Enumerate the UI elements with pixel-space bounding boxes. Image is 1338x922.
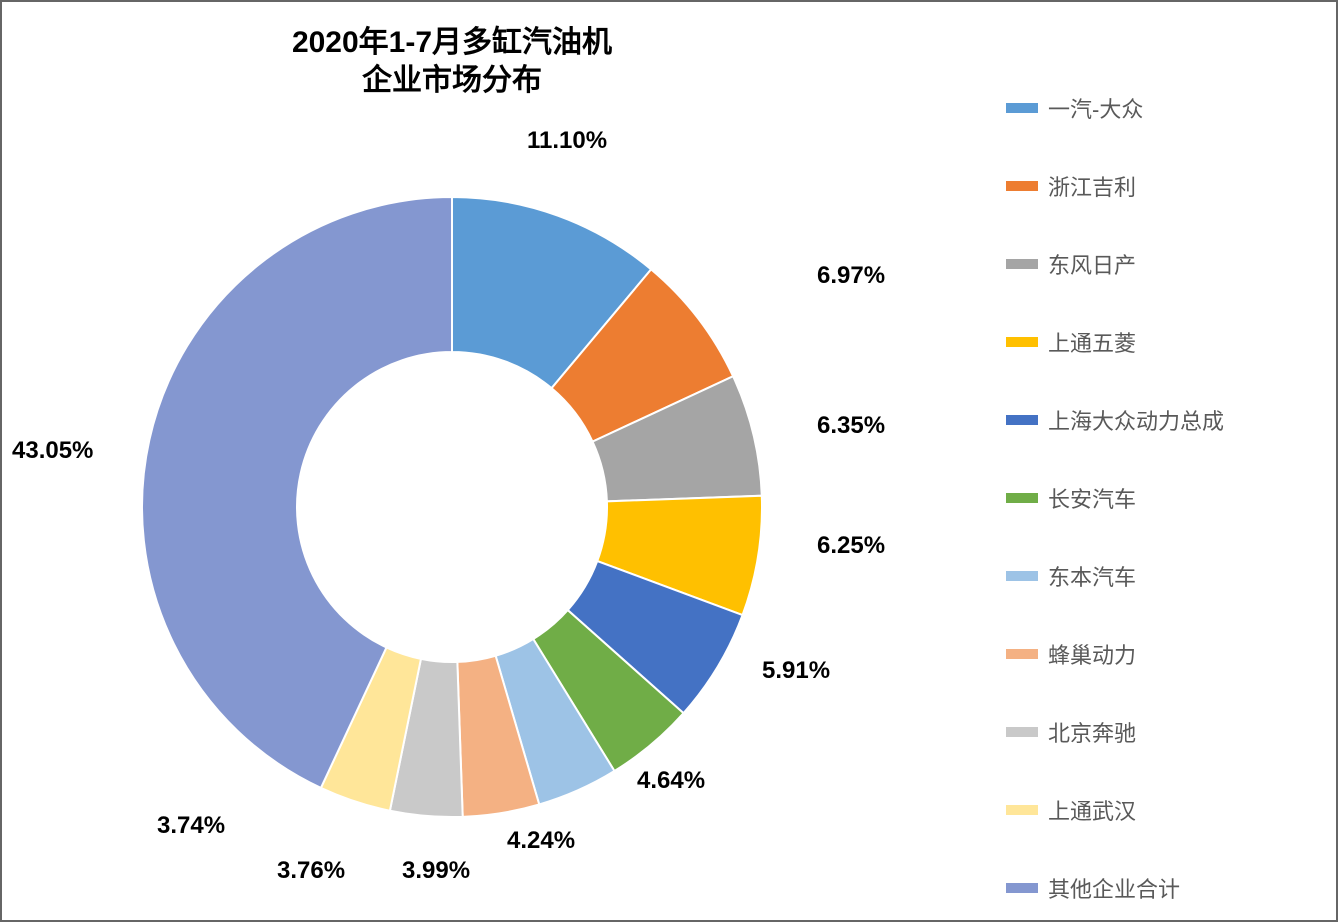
legend-item-10: 其他企业合计 [1006, 872, 1306, 904]
legend-swatch-7 [1006, 649, 1038, 659]
chart-title-line2: 企业市场分布 [362, 64, 542, 97]
data-label-5: 4.64% [637, 767, 705, 795]
legend-label-0: 一汽-大众 [1048, 92, 1143, 124]
data-label-0: 11.10% [527, 127, 607, 155]
legend-item-9: 上通武汉 [1006, 794, 1306, 826]
legend-swatch-8 [1006, 727, 1038, 737]
legend-label-4: 上海大众动力总成 [1048, 404, 1224, 436]
legend-swatch-0 [1006, 103, 1038, 113]
legend-swatch-10 [1006, 883, 1038, 893]
legend-item-1: 浙江吉利 [1006, 170, 1306, 202]
legend-item-3: 上通五菱 [1006, 326, 1306, 358]
legend-swatch-1 [1006, 181, 1038, 191]
legend-item-5: 长安汽车 [1006, 482, 1306, 514]
legend-item-4: 上海大众动力总成 [1006, 404, 1306, 436]
chart-title-line1: 2020年1-7月多缸汽油机 [292, 26, 612, 59]
legend-label-6: 东本汽车 [1048, 560, 1136, 592]
donut-chart: 11.10%6.97%6.35%6.25%5.91%4.64%4.24%3.99… [62, 157, 842, 877]
legend-label-1: 浙江吉利 [1048, 170, 1136, 202]
legend-swatch-5 [1006, 493, 1038, 503]
data-label-7: 3.99% [402, 857, 470, 885]
legend-label-10: 其他企业合计 [1048, 872, 1180, 904]
legend-label-7: 蜂巢动力 [1048, 638, 1136, 670]
data-label-2: 6.35% [817, 412, 885, 440]
legend-label-8: 北京奔驰 [1048, 716, 1136, 748]
data-label-4: 5.91% [762, 657, 830, 685]
data-label-1: 6.97% [817, 262, 885, 290]
legend-item-7: 蜂巢动力 [1006, 638, 1306, 670]
chart-frame: 2020年1-7月多缸汽油机 企业市场分布 11.10% 6.97% 6.35% 6.… [0, 0, 1338, 922]
data-label-9: 3.74% [157, 812, 225, 840]
data-label-6: 4.24% [507, 827, 575, 855]
legend-swatch-3 [1006, 337, 1038, 347]
data-label-8: 3.76% [277, 857, 345, 885]
data-label-10: 43.05% [12, 437, 93, 465]
legend: 一汽-大众浙江吉利东风日产上通五菱上海大众动力总成长安汽车东本汽车蜂巢动力北京奔… [1006, 92, 1306, 904]
donut-svg [62, 157, 842, 877]
legend-swatch-9 [1006, 805, 1038, 815]
legend-swatch-4 [1006, 415, 1038, 425]
data-label-3: 6.25% [817, 532, 885, 560]
legend-item-8: 北京奔驰 [1006, 716, 1306, 748]
legend-label-3: 上通五菱 [1048, 326, 1136, 358]
legend-swatch-2 [1006, 259, 1038, 269]
legend-label-9: 上通武汉 [1048, 794, 1136, 826]
legend-item-0: 一汽-大众 [1006, 92, 1306, 124]
chart-title: 2020年1-7月多缸汽油机 企业市场分布 [2, 24, 902, 99]
legend-swatch-6 [1006, 571, 1038, 581]
legend-item-2: 东风日产 [1006, 248, 1306, 280]
legend-label-5: 长安汽车 [1048, 482, 1136, 514]
legend-label-2: 东风日产 [1048, 248, 1136, 280]
legend-item-6: 东本汽车 [1006, 560, 1306, 592]
